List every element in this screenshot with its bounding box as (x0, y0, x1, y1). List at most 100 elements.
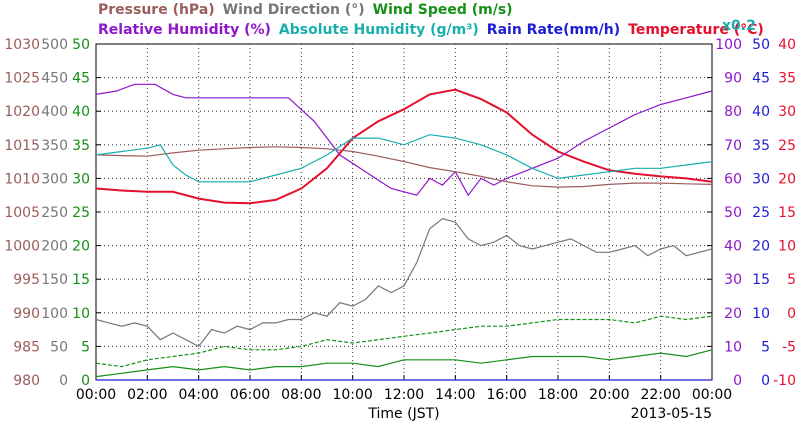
pressure-tick-label: 1020 (4, 104, 40, 120)
x-tick-label: 00:00 (692, 387, 732, 403)
legend-entry: Rain Rate(mm/h) (487, 22, 620, 38)
relative-humidity-tick-label: 100 (715, 37, 742, 53)
pressure-tick-label: 980 (13, 373, 40, 389)
wind-direction-tick-label: 200 (41, 239, 68, 255)
pressure-tick-label: 1005 (4, 205, 40, 221)
temperature-tick-label: 25 (778, 138, 796, 154)
absolute-humidity-scale-note: x0.2 (722, 18, 756, 34)
wind-direction-tick-label: 250 (41, 205, 68, 221)
x-tick-label: 08:00 (281, 387, 321, 403)
x-tick-label: 10:00 (332, 387, 372, 403)
legend-entry: Pressure (hPa) (98, 2, 215, 18)
rain-rate-tick-label: 15 (752, 272, 770, 288)
rain-rate-tick-label: 30 (752, 171, 770, 187)
legend-entry: Absolute Humidity (g/m³) (279, 22, 479, 38)
rain-rate-tick-label: 0 (761, 373, 770, 389)
rain-rate-tick-label: 50 (752, 37, 770, 53)
wind-speed-tick-label: 30 (72, 171, 90, 187)
pressure-tick-label: 990 (13, 306, 40, 322)
relative-humidity-tick-label: 10 (724, 339, 742, 355)
x-tick-label: 16:00 (486, 387, 526, 403)
series-line-relative-humidity (95, 83, 713, 197)
wind-speed-tick-label: 15 (72, 272, 90, 288)
temperature-tick-label: 35 (778, 71, 796, 87)
wind-speed-tick-label: 10 (72, 306, 90, 322)
temperature-tick-label: 10 (778, 239, 796, 255)
temperature-tick-label: 30 (778, 104, 796, 120)
rain-rate-tick-label: 20 (752, 239, 770, 255)
wind-speed-tick-label: 35 (72, 138, 90, 154)
relative-humidity-tick-label: 20 (724, 306, 742, 322)
temperature-tick-label: 40 (778, 37, 796, 53)
wind-speed-tick-label: 45 (72, 71, 90, 87)
x-axis-label: Time (JST) (367, 406, 439, 422)
relative-humidity-tick-label: 0 (733, 373, 742, 389)
wind-direction-tick-label: 0 (59, 373, 68, 389)
wind-direction-tick-label: 300 (41, 171, 68, 187)
legend-row-2: Relative Humidity (%) Absolute Humidity (… (98, 22, 764, 38)
rain-rate-tick-label: 40 (752, 104, 770, 120)
relative-humidity-tick-label: 60 (724, 171, 742, 187)
series-line-wind-speed-max (95, 315, 713, 368)
x-tick-label: 02:00 (127, 387, 167, 403)
wind-direction-tick-label: 400 (41, 104, 68, 120)
x-tick-label: 22:00 (640, 387, 680, 403)
series-line-pressure (95, 146, 713, 188)
legend-entry: Wind Speed (m/s) (373, 2, 513, 18)
pressure-tick-label: 1015 (4, 138, 40, 154)
wind-direction-tick-label: 100 (41, 306, 68, 322)
legend: Pressure (hPa) Wind Direction (°) Wind Spe… (98, 2, 764, 38)
temperature-tick-label: -5 (782, 339, 796, 355)
temperature-tick-label: 15 (778, 205, 796, 221)
rain-rate-tick-label: 5 (761, 339, 770, 355)
series-line-wind-direction (95, 218, 713, 348)
series-lines (95, 83, 713, 381)
relative-humidity-tick-label: 90 (724, 71, 742, 87)
x-tick-label: 06:00 (230, 387, 270, 403)
rain-rate-tick-label: 45 (752, 71, 770, 87)
wind-speed-tick-label: 25 (72, 205, 90, 221)
pressure-tick-label: 985 (13, 339, 40, 355)
date-label: 2013-05-15 (631, 406, 712, 422)
grid-lines (96, 44, 712, 380)
pressure-tick-label: 1025 (4, 71, 40, 87)
rain-rate-tick-label: 35 (752, 138, 770, 154)
relative-humidity-tick-label: 80 (724, 104, 742, 120)
x-tick-label: 18:00 (538, 387, 578, 403)
pressure-tick-label: 1010 (4, 171, 40, 187)
x-tick-label: 04:00 (178, 387, 218, 403)
x-tick-label: 00:00 (76, 387, 116, 403)
legend-row-1: Pressure (hPa) Wind Direction (°) Wind Spe… (98, 2, 513, 18)
relative-humidity-tick-label: 70 (724, 138, 742, 154)
wind-speed-tick-label: 40 (72, 104, 90, 120)
pressure-tick-label: 995 (13, 272, 40, 288)
x-tick-label: 14:00 (435, 387, 475, 403)
temperature-tick-label: 5 (787, 272, 796, 288)
legend-entry: Temperature (°C) (628, 22, 764, 38)
wind-speed-tick-label: 50 (72, 37, 90, 53)
wind-speed-tick-label: 5 (81, 339, 90, 355)
wind-direction-tick-label: 350 (41, 138, 68, 154)
relative-humidity-tick-label: 50 (724, 205, 742, 221)
x-tick-label: 20:00 (589, 387, 629, 403)
relative-humidity-tick-label: 30 (724, 272, 742, 288)
wind-speed-tick-label: 0 (81, 373, 90, 389)
wind-direction-tick-label: 450 (41, 71, 68, 87)
wind-direction-tick-label: 150 (41, 272, 68, 288)
x-axis: 00:00 02:00 04:00 06:00 08:00 10:00 12:00 14:00… (76, 375, 732, 403)
pressure-tick-label: 1030 (4, 37, 40, 53)
temperature-tick-label: -10 (773, 373, 796, 389)
rain-rate-tick-label: 25 (752, 205, 770, 221)
temperature-tick-label: 20 (778, 171, 796, 187)
relative-humidity-tick-label: 40 (724, 239, 742, 255)
pressure-tick-label: 1000 (4, 239, 40, 255)
x-tick-label: 12:00 (384, 387, 424, 403)
wind-direction-tick-label: 500 (41, 37, 68, 53)
wind-direction-tick-label: 50 (50, 339, 68, 355)
temperature-tick-label: 0 (787, 306, 796, 322)
legend-entry: Relative Humidity (%) (98, 22, 271, 38)
series-line-temperature (95, 88, 713, 205)
series-line-absolute-humidity (95, 134, 713, 183)
rain-rate-tick-label: 10 (752, 306, 770, 322)
